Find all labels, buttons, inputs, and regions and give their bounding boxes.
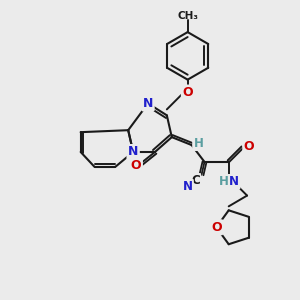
Text: N: N	[143, 97, 153, 110]
Text: H: H	[219, 175, 229, 188]
Text: O: O	[211, 221, 222, 234]
Text: O: O	[244, 140, 254, 152]
Text: O: O	[131, 159, 141, 172]
Text: O: O	[182, 86, 193, 99]
Text: N: N	[229, 175, 239, 188]
Text: H: H	[194, 136, 203, 150]
Text: CH₃: CH₃	[177, 11, 198, 21]
Text: N: N	[128, 146, 138, 158]
Text: C: C	[191, 174, 200, 187]
Text: N: N	[183, 180, 193, 193]
